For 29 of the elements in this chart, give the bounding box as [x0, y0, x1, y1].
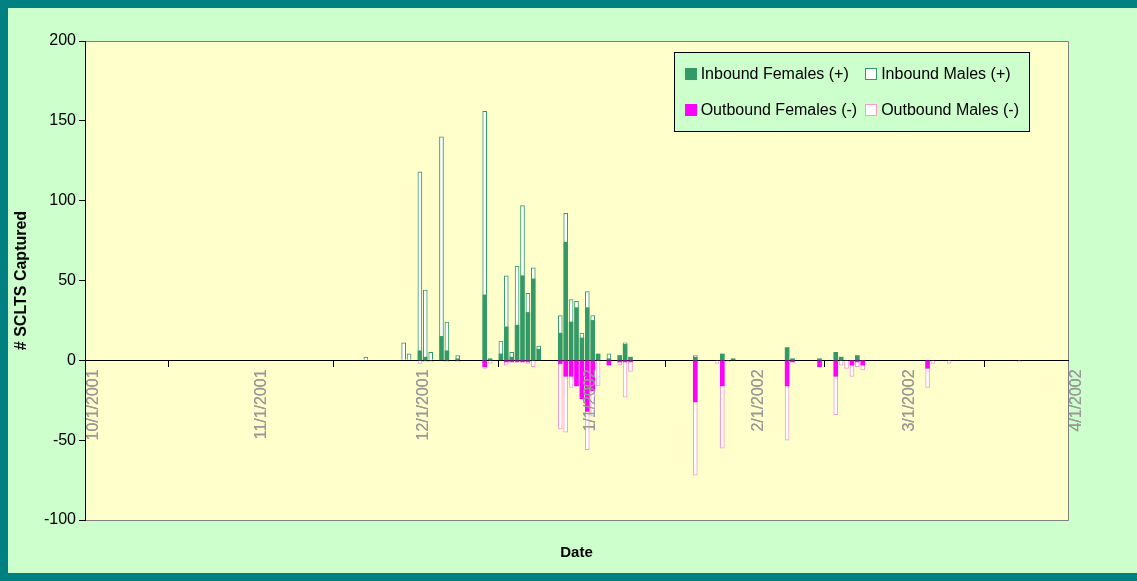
bar [720, 353, 725, 361]
y-axis-title: # SCLTS Captured [12, 210, 30, 351]
x-tick-label: 11/1/2001 [251, 369, 269, 440]
y-tick-label: 150 [49, 111, 77, 129]
bar [720, 360, 725, 387]
y-tick-label: 100 [49, 191, 77, 209]
bar [833, 352, 839, 361]
x-tick-label: 3/1/2002 [899, 369, 917, 432]
y-tick-label: -50 [52, 430, 77, 448]
y-tick-label: -100 [43, 510, 77, 528]
bar [817, 360, 822, 368]
y-tick-label: 200 [49, 31, 77, 49]
legend-label: Inbound Males (+) [881, 65, 1011, 83]
bar [833, 360, 839, 377]
legend-label: Inbound Females (+) [700, 65, 849, 83]
bar [855, 355, 860, 361]
y-tick-label: 0 [67, 350, 77, 368]
y-tick-label: 50 [58, 270, 77, 288]
x-tick-label: 4/1/2002 [1067, 369, 1085, 432]
x-axis-title: Date [559, 543, 594, 560]
bar [482, 360, 488, 368]
legend-label: Outbound Females (-) [700, 101, 858, 119]
x-tick-label: 2/1/2002 [748, 369, 766, 432]
bar [925, 360, 930, 369]
bar [692, 360, 698, 403]
x-tick-label: 1/1/2002 [581, 369, 599, 432]
legend-label: Outbound Males (-) [881, 101, 1019, 119]
x-tick-label: 10/1/2001 [84, 369, 102, 441]
x-tick-label: 12/1/2001 [413, 369, 431, 441]
